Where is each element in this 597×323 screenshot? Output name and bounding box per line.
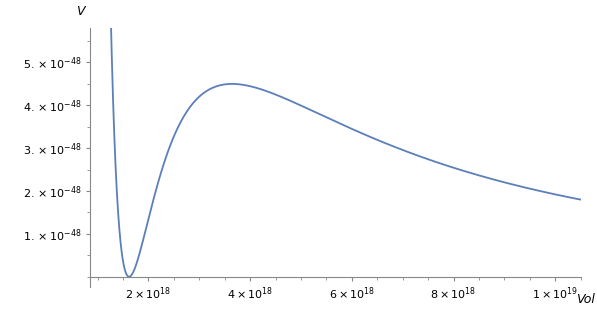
X-axis label: Vol: Vol xyxy=(576,293,595,306)
Y-axis label: V: V xyxy=(76,5,84,18)
